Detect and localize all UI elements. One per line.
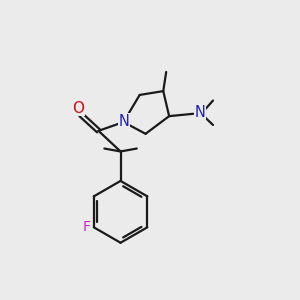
Text: N: N <box>118 114 129 129</box>
Text: F: F <box>82 220 90 234</box>
Text: O: O <box>72 101 85 116</box>
Text: N: N <box>194 105 205 120</box>
